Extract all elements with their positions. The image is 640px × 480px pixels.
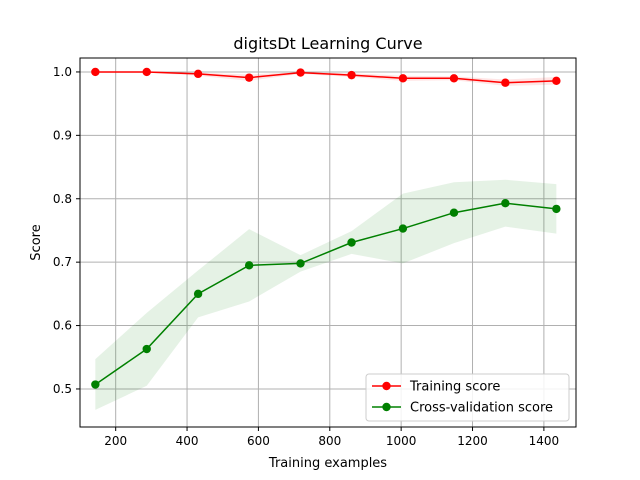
data-point-1 (501, 198, 510, 208)
data-point-0 (142, 67, 151, 77)
data-point-1 (347, 238, 356, 247)
confidence-band-1 (95, 179, 557, 410)
series-line-1 (94, 202, 557, 386)
data-point-0 (398, 74, 408, 83)
legend-marker-1 (382, 402, 391, 412)
y-tick-label: 1.0 (53, 65, 72, 79)
y-tick-label: 0.7 (53, 255, 72, 269)
x-tick-label: 200 (104, 434, 127, 448)
x-tick-label: 400 (176, 434, 199, 448)
plot-frame (79, 57, 577, 428)
data-point-0 (296, 68, 305, 77)
data-point-1 (552, 204, 561, 214)
y-tick-label: 0.9 (53, 128, 72, 142)
legend-marker-0 (382, 381, 391, 391)
data-point-1 (398, 224, 408, 233)
data-point-1 (193, 289, 203, 299)
y-tick-label: 0.8 (53, 192, 72, 206)
data-point-0 (552, 76, 561, 86)
legend-box (365, 373, 570, 422)
x-tick-label: 600 (247, 434, 270, 448)
data-point-1 (91, 380, 100, 389)
data-point-0 (244, 73, 254, 82)
chart-title: digitsDt Learning Curve (233, 34, 422, 53)
data-point-1 (142, 344, 151, 354)
data-point-0 (449, 74, 459, 83)
y-tick-label: 0.6 (53, 319, 72, 333)
x-tick-label: 800 (318, 434, 341, 448)
x-tick-label: 1200 (457, 434, 488, 448)
grid-lines (80, 58, 576, 427)
series-lines (94, 71, 557, 386)
y-tick-label: 0.5 (53, 382, 72, 396)
series-points (91, 67, 561, 389)
axis-ticks: 200 400 600 800 1000 1200 1400 0.5 0.6 0.7 0.8 0.9 1… (53, 65, 559, 448)
data-point-0 (501, 78, 510, 87)
y-axis-label: Score (29, 224, 44, 260)
data-point-1 (449, 208, 459, 217)
data-point-0 (347, 70, 356, 80)
x-tick-label: 1000 (386, 434, 417, 448)
legend-label-0: Training score (409, 380, 500, 395)
x-axis-label: Training examples (268, 456, 387, 471)
data-point-0 (91, 67, 100, 77)
x-tick-label: 1400 (529, 434, 560, 448)
legend-label-1: Cross-validation score (410, 401, 553, 416)
data-point-1 (296, 259, 305, 268)
data-point-1 (244, 261, 254, 270)
data-point-0 (193, 69, 203, 79)
series-line-0 (95, 71, 557, 84)
legend: Training score Cross-validation score (365, 373, 570, 422)
